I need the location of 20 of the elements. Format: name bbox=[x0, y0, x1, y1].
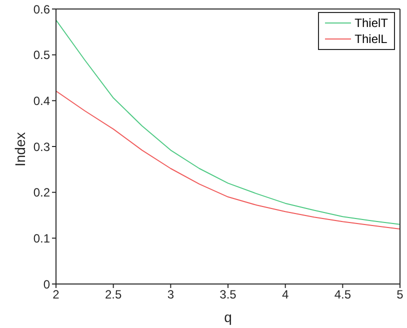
y-tick-label: 0 bbox=[43, 277, 50, 292]
line-series bbox=[56, 90, 400, 230]
x-tick-label: 4 bbox=[282, 288, 289, 302]
legend-label: ThielL bbox=[354, 31, 388, 47]
x-tick-label: 4.5 bbox=[334, 288, 352, 302]
y-tick-label: 0.2 bbox=[33, 186, 50, 200]
x-tick-label: 2.5 bbox=[104, 288, 122, 302]
line-series bbox=[56, 20, 400, 225]
x-axis-title: q bbox=[224, 309, 232, 325]
y-tick-label: 0.4 bbox=[33, 94, 50, 108]
x-tick-label: 5 bbox=[396, 288, 404, 302]
y-tick-label: 0.3 bbox=[33, 140, 50, 154]
x-tick-label: 3.5 bbox=[220, 288, 237, 302]
y-tick-label: 0.5 bbox=[33, 48, 50, 62]
x-tick-label: 3 bbox=[167, 288, 174, 302]
y-axis-title: Index bbox=[12, 132, 28, 166]
y-tick-label: 0.6 bbox=[33, 2, 50, 16]
y-tick-label: 0.1 bbox=[33, 231, 50, 246]
x-tick-label: 2 bbox=[52, 288, 60, 302]
legend-label: ThielT bbox=[354, 15, 388, 31]
